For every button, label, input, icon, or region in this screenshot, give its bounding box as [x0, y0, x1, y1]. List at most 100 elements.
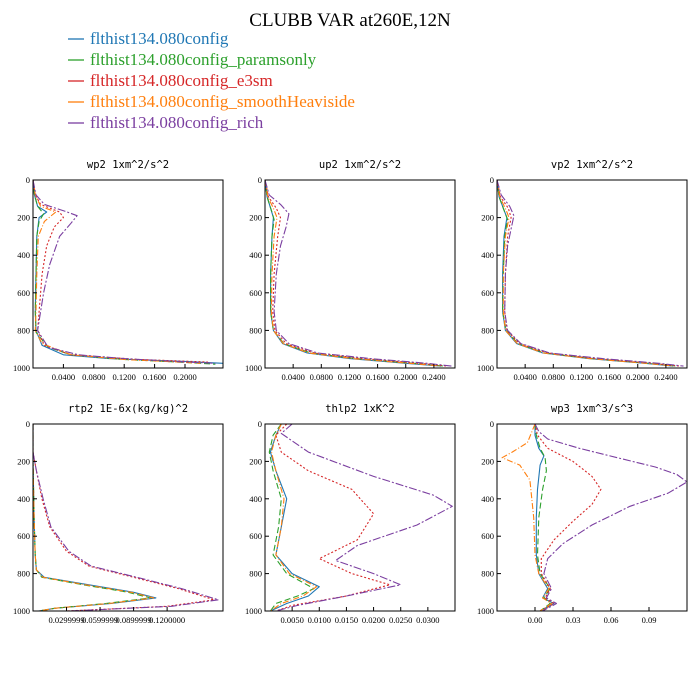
legend-entry: flthist134.080config	[68, 29, 229, 48]
x-tick-label: 0.1200	[338, 372, 361, 382]
x-tick-label: 0.0800	[82, 372, 105, 382]
x-tick-label: 0.06	[604, 615, 619, 625]
series-line	[33, 180, 223, 364]
x-tick-label: 0.0100	[308, 615, 331, 625]
x-tick-label: 0.2400	[654, 372, 677, 382]
series-group	[501, 424, 687, 611]
y-tick-label: 400	[17, 250, 30, 260]
legend-label: flthist134.080config_rich	[90, 113, 264, 132]
x-tick-label: 0.0599999	[82, 615, 118, 625]
y-tick-label: 200	[249, 213, 262, 223]
series-line	[501, 424, 553, 611]
x-tick-label: 0.0300	[416, 615, 439, 625]
y-tick-label: 600	[481, 531, 494, 541]
x-tick-label: 0.1600	[366, 372, 389, 382]
x-tick-label: 0.2000	[626, 372, 649, 382]
x-tick-label: 0.0400	[513, 372, 536, 382]
y-tick-label: 1000	[13, 606, 30, 616]
y-tick-label: 600	[249, 531, 262, 541]
x-tick-label: 0.03	[566, 615, 581, 625]
legend-entry: flthist134.080config_rich	[68, 113, 264, 132]
series-line	[270, 424, 318, 611]
series-line	[265, 180, 441, 367]
legend-label: flthist134.080config_smoothHeaviside	[90, 92, 355, 111]
panel: vp2 1xm^2/s^2 0 200 400 600 800 1000 0.0400 0.08…	[477, 159, 688, 382]
x-tick-label: 0.0899999	[116, 615, 152, 625]
y-tick-label: 200	[17, 456, 30, 466]
y-tick-label: 200	[249, 456, 262, 466]
series-line	[269, 424, 320, 611]
panel: up2 1xm^2/s^2 0 200 400 600 800 1000 0.0400 0.08…	[245, 159, 456, 382]
legend-label: flthist134.080config_e3sm	[90, 71, 273, 90]
panel-title: thlp2 1xK^2	[325, 403, 395, 415]
y-tick-label: 400	[17, 494, 30, 504]
panel-title: rtp2 1E-6x(kg/kg)^2	[68, 403, 188, 415]
series-group	[268, 424, 453, 611]
legend-label: flthist134.080config	[90, 29, 229, 48]
legend-entry: flthist134.080config_e3sm	[68, 71, 273, 90]
y-tick-label: 800	[249, 569, 262, 579]
plot-frame	[32, 423, 224, 612]
y-tick-label: 200	[481, 456, 494, 466]
y-tick-label: 600	[17, 531, 30, 541]
legend-entry: flthist134.080config_smoothHeaviside	[68, 92, 355, 111]
x-tick-label: 0.1600	[143, 372, 166, 382]
plot-frame	[32, 179, 224, 369]
x-tick-label: 0.0200	[362, 615, 385, 625]
series-line	[497, 180, 673, 367]
x-tick-label: 0.09	[642, 615, 657, 625]
panel: rtp2 1E-6x(kg/kg)^2 0 200 400 600 800 1000 0.02…	[13, 403, 224, 625]
legend: flthist134.080config flthist134.080config…	[68, 29, 355, 132]
plot-frame	[496, 179, 688, 369]
panel: wp2 1xm^2/s^2 0 200 400 600 800 1000 0.0400 0.08…	[13, 159, 224, 382]
series-line	[265, 180, 441, 367]
series-group	[497, 180, 684, 367]
x-tick-label: 0.0150	[335, 615, 358, 625]
y-tick-label: 400	[481, 494, 494, 504]
y-tick-label: 200	[481, 213, 494, 223]
series-line	[33, 180, 216, 365]
y-tick-label: 800	[481, 569, 494, 579]
panel: wp3 1xm^3/s^3 0 200 400 600 800 1000 0.00 0.03 0.…	[477, 403, 688, 625]
series-line	[33, 424, 155, 611]
series-line	[497, 180, 681, 367]
x-tick-label: 0.0299999	[48, 615, 84, 625]
figure-title: CLUBB VAR at260E,12N	[249, 10, 451, 31]
y-tick-label: 400	[481, 250, 494, 260]
series-line	[265, 180, 452, 367]
series-group	[33, 424, 220, 611]
y-tick-label: 400	[249, 250, 262, 260]
y-tick-label: 800	[17, 325, 30, 335]
panel-title: vp2 1xm^2/s^2	[551, 159, 633, 171]
x-tick-label: 0.0050	[280, 615, 303, 625]
series-line	[33, 180, 208, 363]
y-tick-label: 1000	[477, 606, 494, 616]
x-tick-label: 0.2000	[173, 372, 196, 382]
series-line	[534, 424, 602, 611]
x-tick-label: 0.0400	[281, 372, 304, 382]
y-tick-label: 600	[249, 288, 262, 298]
y-tick-label: 1000	[245, 363, 262, 373]
panel-title: wp3 1xm^3/s^3	[551, 403, 633, 415]
x-tick-label: 0.2400	[422, 372, 445, 382]
x-tick-label: 0.2000	[394, 372, 417, 382]
panel-title: wp2 1xm^2/s^2	[87, 159, 169, 171]
series-line	[497, 180, 675, 367]
series-line	[534, 424, 687, 611]
y-tick-label: 0	[26, 419, 30, 429]
y-tick-label: 0	[258, 419, 262, 429]
y-tick-label: 1000	[245, 606, 262, 616]
series-line	[268, 424, 315, 611]
plot-frame	[264, 423, 456, 612]
y-tick-label: 800	[17, 569, 30, 579]
series-line	[497, 180, 684, 367]
y-tick-label: 200	[17, 213, 30, 223]
plot-frame	[496, 423, 688, 612]
y-tick-label: 800	[481, 325, 494, 335]
y-tick-label: 0	[490, 419, 494, 429]
panel: thlp2 1xK^2 0 200 400 600 800 1000 0.0050 0.0100…	[245, 403, 456, 625]
series-line	[534, 424, 551, 611]
panels: wp2 1xm^2/s^2 0 200 400 600 800 1000 0.0400 0.08…	[13, 159, 688, 625]
y-tick-label: 800	[249, 325, 262, 335]
y-tick-label: 0	[258, 175, 262, 185]
